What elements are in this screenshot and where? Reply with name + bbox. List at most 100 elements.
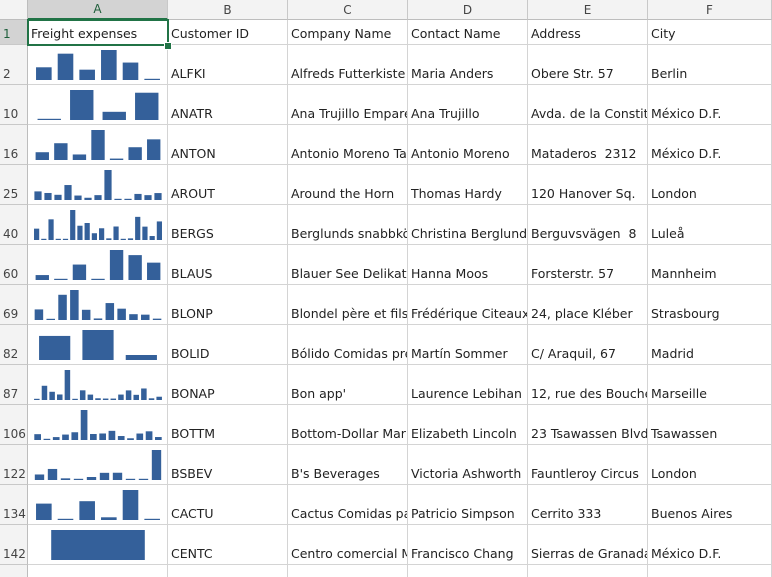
data-cell[interactable]: Around the Horn: [288, 165, 408, 205]
data-cell[interactable]: Francisco Chang: [408, 525, 528, 565]
data-cell[interactable]: BLONP: [168, 285, 288, 325]
column-header[interactable]: A: [28, 0, 168, 20]
data-cell[interactable]: Mannheim: [648, 245, 772, 285]
sparkline-cell[interactable]: [28, 405, 168, 445]
data-cell[interactable]: Antonio Moreno: [408, 125, 528, 165]
data-cell[interactable]: Victoria Ashworth: [408, 445, 528, 485]
sparkline-cell[interactable]: [28, 285, 168, 325]
row-header[interactable]: 134: [0, 485, 28, 525]
data-cell[interactable]: CACTU: [168, 485, 288, 525]
row-header[interactable]: 142: [0, 525, 28, 565]
data-cell[interactable]: CENTC: [168, 525, 288, 565]
data-cell[interactable]: Hanna Moos: [408, 245, 528, 285]
data-cell[interactable]: Frédérique Citeaux: [408, 285, 528, 325]
data-cell[interactable]: BLAUS: [168, 245, 288, 285]
row-header[interactable]: 1: [0, 20, 28, 45]
data-cell[interactable]: 12, rue des Bouchers: [528, 365, 648, 405]
data-cell[interactable]: BOTTM: [168, 405, 288, 445]
data-cell[interactable]: Cactus Comidas para llevar: [288, 485, 408, 525]
data-cell[interactable]: Blondel père et fils: [288, 285, 408, 325]
header-cell[interactable]: Customer ID: [168, 20, 288, 45]
select-all[interactable]: [0, 0, 28, 20]
sparkline-cell[interactable]: [28, 205, 168, 245]
data-cell[interactable]: BERGS: [168, 205, 288, 245]
row-header[interactable]: 106: [0, 405, 28, 445]
data-cell[interactable]: Forsterstr. 57: [528, 245, 648, 285]
sparkline-cell[interactable]: [28, 165, 168, 205]
data-cell[interactable]: Bólido Comidas preparadas: [288, 325, 408, 365]
row-header[interactable]: 69: [0, 285, 28, 325]
sparkline-cell[interactable]: [28, 365, 168, 405]
data-cell[interactable]: ANTON: [168, 125, 288, 165]
data-cell[interactable]: Berlin: [648, 45, 772, 85]
header-cell[interactable]: Address: [528, 20, 648, 45]
data-cell[interactable]: Blauer See Delikatessen: [288, 245, 408, 285]
sparkline-cell[interactable]: [28, 445, 168, 485]
column-header[interactable]: C: [288, 0, 408, 20]
data-cell[interactable]: London: [648, 445, 772, 485]
data-cell[interactable]: Berglunds snabbköp: [288, 205, 408, 245]
column-header[interactable]: E: [528, 0, 648, 20]
data-cell[interactable]: Antonio Moreno Taquería: [288, 125, 408, 165]
data-cell[interactable]: Bottom-Dollar Markets: [288, 405, 408, 445]
data-cell[interactable]: Luleå: [648, 205, 772, 245]
data-cell[interactable]: Tsawassen: [648, 405, 772, 445]
data-cell[interactable]: London: [648, 165, 772, 205]
data-cell[interactable]: Buenos Aires: [648, 485, 772, 525]
row-header[interactable]: 40: [0, 205, 28, 245]
data-cell[interactable]: Thomas Hardy: [408, 165, 528, 205]
data-cell[interactable]: BSBEV: [168, 445, 288, 485]
data-cell[interactable]: BONAP: [168, 365, 288, 405]
data-cell[interactable]: Centro comercial Moctezuma: [288, 525, 408, 565]
row-header[interactable]: 60: [0, 245, 28, 285]
data-cell[interactable]: 24, place Kléber: [528, 285, 648, 325]
sparkline-cell[interactable]: [28, 485, 168, 525]
row-header[interactable]: 2: [0, 45, 28, 85]
data-cell[interactable]: Maria Anders: [408, 45, 528, 85]
data-cell[interactable]: Strasbourg: [648, 285, 772, 325]
data-cell[interactable]: Berguvsvägen 8: [528, 205, 648, 245]
data-cell[interactable]: Obere Str. 57: [528, 45, 648, 85]
data-cell[interactable]: Madrid: [648, 325, 772, 365]
data-cell[interactable]: 120 Hanover Sq.: [528, 165, 648, 205]
data-cell[interactable]: México D.F.: [648, 125, 772, 165]
sparkline-cell[interactable]: [28, 45, 168, 85]
sparkline-cell[interactable]: [28, 85, 168, 125]
data-cell[interactable]: Fauntleroy Circus: [528, 445, 648, 485]
data-cell[interactable]: C/ Araquil, 67: [528, 325, 648, 365]
data-cell[interactable]: México D.F.: [648, 85, 772, 125]
fill-handle[interactable]: [164, 42, 172, 50]
sparkline-cell[interactable]: [28, 245, 168, 285]
row-header[interactable]: 87: [0, 365, 28, 405]
data-cell[interactable]: México D.F.: [648, 525, 772, 565]
row-header[interactable]: 82: [0, 325, 28, 365]
row-header[interactable]: 25: [0, 165, 28, 205]
data-cell[interactable]: Cerrito 333: [528, 485, 648, 525]
sparkline-cell[interactable]: [28, 325, 168, 365]
data-cell[interactable]: Ana Trujillo Emparedados y helados: [288, 85, 408, 125]
data-cell[interactable]: Laurence Lebihan: [408, 365, 528, 405]
data-cell[interactable]: 23 Tsawassen Blvd.: [528, 405, 648, 445]
data-cell[interactable]: Christina Berglund: [408, 205, 528, 245]
header-cell[interactable]: Contact Name: [408, 20, 528, 45]
header-cell[interactable]: Freight expenses: [28, 20, 168, 45]
data-cell[interactable]: AROUT: [168, 165, 288, 205]
column-header[interactable]: B: [168, 0, 288, 20]
data-cell[interactable]: Martín Sommer: [408, 325, 528, 365]
column-header[interactable]: D: [408, 0, 528, 20]
data-cell[interactable]: ANATR: [168, 85, 288, 125]
column-header[interactable]: F: [648, 0, 772, 20]
header-cell[interactable]: Company Name: [288, 20, 408, 45]
data-cell[interactable]: Mataderos 2312: [528, 125, 648, 165]
row-header[interactable]: 10: [0, 85, 28, 125]
data-cell[interactable]: Marseille: [648, 365, 772, 405]
row-header[interactable]: 16: [0, 125, 28, 165]
data-cell[interactable]: BOLID: [168, 325, 288, 365]
data-cell[interactable]: Ana Trujillo: [408, 85, 528, 125]
header-cell[interactable]: City: [648, 20, 772, 45]
sparkline-cell[interactable]: [28, 125, 168, 165]
row-header[interactable]: 122: [0, 445, 28, 485]
data-cell[interactable]: Bon app': [288, 365, 408, 405]
data-cell[interactable]: Sierras de Granada 9993: [528, 525, 648, 565]
data-cell[interactable]: ALFKI: [168, 45, 288, 85]
